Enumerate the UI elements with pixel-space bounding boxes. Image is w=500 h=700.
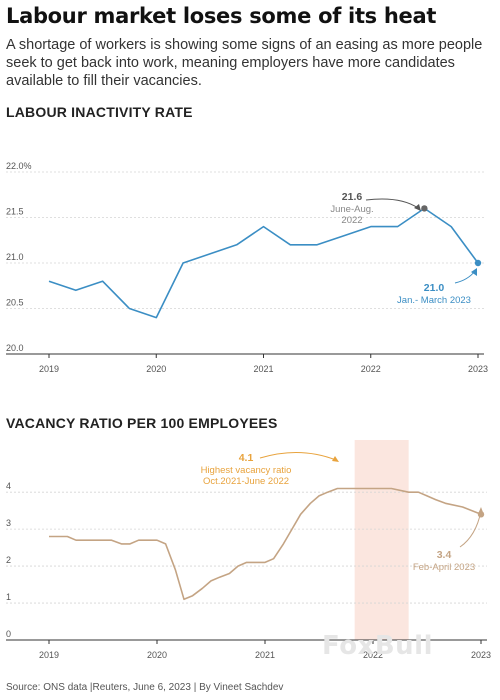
- y-tick-label: 22.0%: [6, 161, 32, 171]
- y-tick-label: 0: [6, 629, 11, 639]
- y-tick-label: 21.5: [6, 207, 24, 217]
- y-tick-label: 1: [6, 592, 11, 602]
- x-tick-label: 2023: [471, 650, 491, 660]
- series-line: [48, 207, 479, 319]
- annotation-arrow: [259, 451, 337, 461]
- annotation-label: June-Aug.: [330, 204, 373, 215]
- x-tick-label: 2021: [253, 364, 273, 374]
- annotation-label: Feb-April 2023: [413, 562, 475, 573]
- series-line: [49, 487, 482, 601]
- chart-title-inactivity: LABOUR INACTIVITY RATE: [6, 104, 193, 120]
- x-tick-label: 2019: [39, 650, 59, 660]
- highlight-band: [354, 440, 409, 640]
- x-tick-label: 2022: [363, 650, 383, 660]
- source-line: Source: ONS data |Reuters, June 6, 2023 …: [6, 682, 284, 693]
- y-tick-label: 2: [6, 555, 11, 565]
- y-tick-label: 20.0: [6, 343, 24, 353]
- annotation-arrow: [365, 198, 419, 209]
- y-tick-label: 3: [6, 518, 11, 528]
- annotation-arrow: [454, 270, 476, 284]
- annotation-value: 21.0: [424, 282, 445, 294]
- y-tick-label: 21.0: [6, 252, 24, 262]
- x-tick-label: 2020: [146, 364, 166, 374]
- data-point-marker: [421, 205, 428, 212]
- annotation-label: Oct.2021-June 2022: [203, 476, 289, 487]
- chart-title-vacancy: VACANCY RATIO PER 100 EMPLOYEES: [6, 415, 278, 431]
- annotation-label: Highest vacancy ratio: [201, 465, 292, 476]
- annotation-value: 21.6: [342, 191, 363, 203]
- y-tick-label: 20.5: [6, 298, 24, 308]
- x-tick-label: 2019: [39, 364, 59, 374]
- annotation-value: 3.4: [437, 549, 452, 561]
- headline: Labour market loses some of its heat: [6, 4, 437, 28]
- annotation-arrowhead: [478, 507, 484, 515]
- watermark-logo: FoxBull: [322, 631, 433, 661]
- annotation-arrowhead: [332, 456, 339, 462]
- data-point-marker: [474, 259, 482, 267]
- annotation-arrowhead: [471, 268, 477, 276]
- annotation-arrow: [459, 510, 482, 548]
- inactivity-chart: 22.0% 21.5 21.0 20.5 20.0 2019 2020 2021 2022 202…: [6, 161, 488, 374]
- annotation-label: Jan.- March 2023: [397, 295, 471, 306]
- x-tick-label: 2023: [468, 364, 488, 374]
- x-tick-label: 2022: [361, 364, 381, 374]
- dek-text: A shortage of workers is showing some si…: [6, 37, 483, 89]
- x-tick-label: 2021: [255, 650, 275, 660]
- annotation-label: 2022: [341, 215, 362, 226]
- y-tick-label: 4: [6, 481, 11, 491]
- x-tick-label: 2020: [147, 650, 167, 660]
- annotation-value: 4.1: [239, 452, 254, 464]
- annotation-arrowhead: [414, 204, 421, 211]
